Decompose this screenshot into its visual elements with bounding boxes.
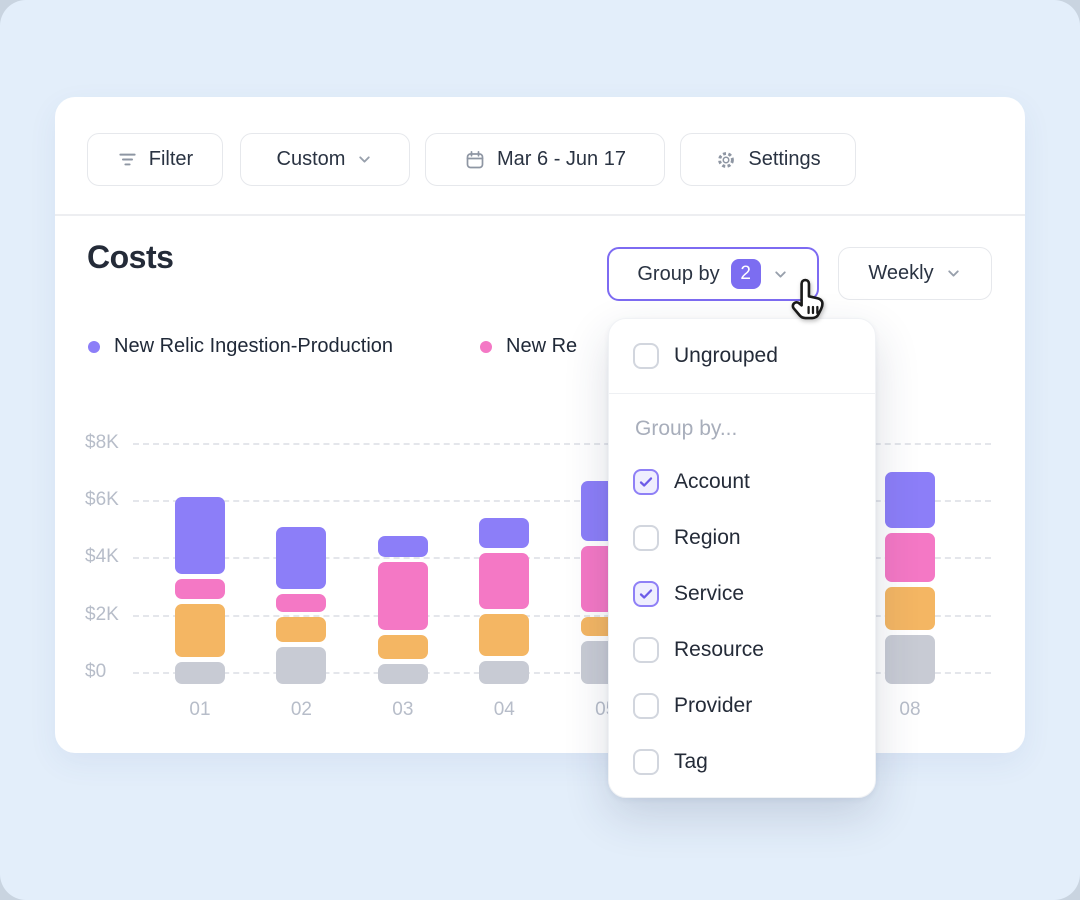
bar-segment (479, 614, 530, 657)
bar-group[interactable] (276, 526, 327, 684)
bar-segment (377, 663, 428, 684)
page-title: Costs (87, 239, 174, 275)
y-axis-label: $4K (85, 546, 119, 568)
checkbox-account[interactable] (633, 469, 659, 495)
bar-group[interactable] (377, 535, 428, 684)
menu-section-label: Group by... (635, 417, 738, 440)
gridline (133, 442, 991, 445)
interval-select[interactable]: Weekly (838, 247, 992, 300)
bar-segment (885, 587, 935, 631)
bar-segment (276, 646, 327, 684)
bar-segment (175, 604, 225, 658)
dashboard-card: Filter Custom Mar 6 - Jun 17 Settings Co… (55, 97, 1025, 753)
x-axis-label: 03 (392, 699, 414, 720)
costs-chart: $0$2K$4K$6K$8K0102030405060708 (55, 427, 1025, 727)
interval-select-label: Weekly (868, 262, 934, 284)
menu-item-label: Service (674, 582, 745, 605)
menu-divider (609, 393, 875, 394)
toolbar-divider (55, 214, 1025, 216)
bar-group[interactable] (885, 472, 935, 684)
custom-select-label: Custom (276, 148, 346, 170)
group-by-button[interactable]: Group by 2 (607, 247, 819, 301)
legend-dot (480, 340, 492, 353)
legend-label: New Re (506, 335, 578, 357)
group-by-label: Group by (637, 262, 720, 285)
gridline (133, 614, 991, 617)
checkbox-region[interactable] (633, 525, 659, 551)
x-axis-label: 02 (290, 699, 312, 720)
menu-item-service[interactable]: Service (609, 566, 875, 622)
bar-segment (479, 661, 530, 684)
x-axis-label: 04 (493, 699, 515, 720)
bar-segment (479, 518, 530, 549)
checkbox-resource[interactable] (633, 637, 659, 663)
bar-segment (377, 634, 428, 659)
bar-segment (885, 635, 935, 684)
menu-item-account[interactable]: Account (609, 454, 875, 510)
y-axis-label: $2K (85, 603, 119, 625)
bar-segment (276, 617, 327, 642)
bar-segment (175, 579, 225, 600)
checkbox-ungrouped[interactable] (633, 343, 659, 369)
bar-segment (479, 553, 530, 610)
y-axis-label: $8K (85, 431, 119, 453)
date-range-button[interactable]: Mar 6 - Jun 17 (425, 133, 665, 186)
settings-button[interactable]: Settings (680, 133, 856, 186)
legend-item[interactable]: New Relic Ingestion-Production (88, 335, 393, 358)
bar-segment (377, 562, 428, 630)
bar-segment (175, 662, 225, 684)
date-range-label: Mar 6 - Jun 17 (497, 148, 626, 170)
menu-item-label: Ungrouped (674, 344, 778, 367)
group-by-count-badge: 2 (730, 259, 761, 289)
custom-select[interactable]: Custom (240, 133, 410, 186)
legend-label: New Relic Ingestion-Production (114, 335, 394, 357)
chevron-down-icon (356, 151, 373, 168)
filter-icon (117, 149, 138, 170)
x-axis-label: 01 (189, 699, 211, 720)
bar-segment (276, 593, 327, 613)
bar-segment (377, 535, 428, 558)
menu-item-label: Resource (674, 638, 764, 661)
bar-segment (885, 472, 935, 529)
legend-dot (88, 340, 100, 353)
group-by-menu: Ungrouped Group by... Account Region Ser… (608, 318, 876, 798)
x-axis-label: 08 (899, 699, 921, 720)
menu-item-ungrouped[interactable]: Ungrouped (609, 328, 875, 384)
filter-button-label: Filter (148, 148, 194, 170)
calendar-icon (464, 149, 486, 171)
bar-group[interactable] (479, 518, 530, 684)
menu-item-provider[interactable]: Provider (609, 678, 875, 734)
gridline (133, 672, 991, 674)
bar-group[interactable] (175, 496, 225, 684)
settings-button-label: Settings (748, 148, 821, 170)
gridline (133, 557, 991, 560)
menu-item-tag[interactable]: Tag (609, 734, 875, 790)
legend-item[interactable]: New Re (480, 335, 577, 358)
gear-icon (715, 149, 737, 171)
checkbox-tag[interactable] (633, 749, 659, 775)
menu-item-label: Tag (674, 750, 708, 773)
filter-button[interactable]: Filter (87, 133, 223, 186)
bar-segment (175, 496, 225, 575)
y-axis-label: $6K (85, 489, 119, 511)
bar-segment (276, 526, 327, 589)
menu-item-region[interactable]: Region (609, 510, 875, 566)
menu-item-resource[interactable]: Resource (609, 622, 875, 678)
checkbox-service[interactable] (633, 581, 659, 607)
checkbox-provider[interactable] (633, 693, 659, 719)
bar-segment (885, 533, 935, 583)
menu-item-label: Region (674, 526, 741, 549)
y-axis-label: $0 (85, 661, 107, 682)
chevron-down-icon (945, 265, 962, 282)
gridline (133, 500, 991, 503)
chevron-down-icon (772, 266, 789, 283)
menu-item-label: Provider (674, 694, 753, 717)
menu-item-label: Account (674, 470, 750, 493)
